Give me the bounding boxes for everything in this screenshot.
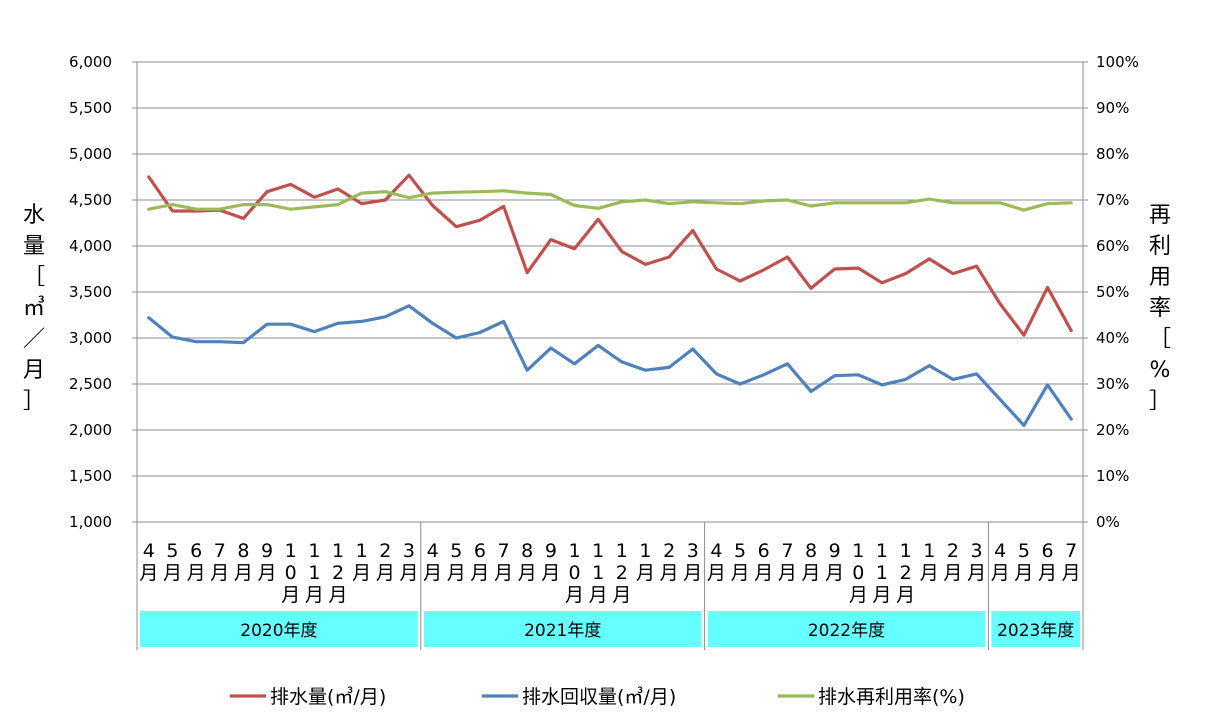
category-labels: 4 月5 月6 月7 月8 月9 月1 0 月1 1 月1 2 月1 月2 月3 月4 月5 月6 月7 月8 月9 月1… bbox=[139, 540, 1080, 606]
legend-label: 排水回収量(㎥/月) bbox=[522, 686, 676, 708]
left-tick-label: 1,500 bbox=[69, 467, 112, 485]
series-lines bbox=[147, 173, 1073, 427]
left-tick-label: 3,500 bbox=[69, 283, 112, 301]
right-tick-label: 40% bbox=[1096, 329, 1129, 347]
left-tick-label: 4,000 bbox=[69, 237, 112, 255]
right-tick-label: 10% bbox=[1096, 467, 1129, 485]
left-tick-label: 2,500 bbox=[69, 375, 112, 393]
right-tick-label: 80% bbox=[1096, 145, 1129, 163]
legend: 排水量(㎥/月) 排水回収量(㎥/月) 排水再利用率(%) bbox=[230, 686, 965, 708]
legend-label: 排水再利用率(%) bbox=[818, 686, 965, 708]
right-axis-title-text: 再利用率［%］ bbox=[1149, 203, 1171, 414]
year-label: 2021年度 bbox=[524, 621, 601, 641]
left-tick-label: 6,000 bbox=[69, 53, 112, 71]
right-tick-label: 50% bbox=[1096, 283, 1129, 301]
left-axis-title-text: 水量［㎥／月］ bbox=[23, 203, 45, 414]
year-band bbox=[140, 611, 418, 647]
right-tick-label: 100% bbox=[1096, 53, 1139, 71]
right-axis-title: 再利用率［%］ bbox=[1149, 203, 1171, 414]
grid bbox=[132, 61, 1088, 523]
right-tick-label: 20% bbox=[1096, 421, 1129, 439]
axes bbox=[136, 62, 1084, 650]
right-tick-label: 70% bbox=[1096, 191, 1129, 209]
year-band bbox=[423, 611, 702, 647]
left-tick-label: 3,000 bbox=[69, 329, 112, 347]
left-tick-label: 2,000 bbox=[69, 421, 112, 439]
year-label: 2022年度 bbox=[808, 621, 885, 641]
left-axis-ticks: 1,000 1,500 2,000 2,500 3,000 3,500 4,000 4,500… bbox=[69, 53, 112, 531]
left-axis-title: 水量［㎥／月］ bbox=[23, 203, 45, 414]
left-tick-label: 5,000 bbox=[69, 145, 112, 163]
right-tick-label: 30% bbox=[1096, 375, 1129, 393]
left-tick-label: 1,000 bbox=[69, 513, 112, 531]
series-line bbox=[147, 173, 1073, 337]
series-line bbox=[147, 189, 1073, 212]
legend-label: 排水量(㎥/月) bbox=[270, 686, 386, 708]
year-label: 2020年度 bbox=[240, 621, 317, 641]
left-tick-label: 4,500 bbox=[69, 191, 112, 209]
year-band bbox=[991, 611, 1080, 647]
right-tick-label: 90% bbox=[1096, 99, 1129, 117]
year-label: 2023年度 bbox=[997, 621, 1074, 641]
fiscal-year-groups: 2020年度 2021年度 2022年度 2023年度 bbox=[140, 522, 1080, 650]
right-tick-label: 0% bbox=[1096, 513, 1120, 531]
year-band bbox=[707, 611, 986, 647]
series-line bbox=[147, 304, 1073, 427]
left-tick-label: 5,500 bbox=[69, 99, 112, 117]
right-axis-ticks: 0% 10% 20% 30% 40% 50% 60% 70% 80% 90% 100% bbox=[1096, 53, 1139, 531]
right-tick-label: 60% bbox=[1096, 237, 1129, 255]
